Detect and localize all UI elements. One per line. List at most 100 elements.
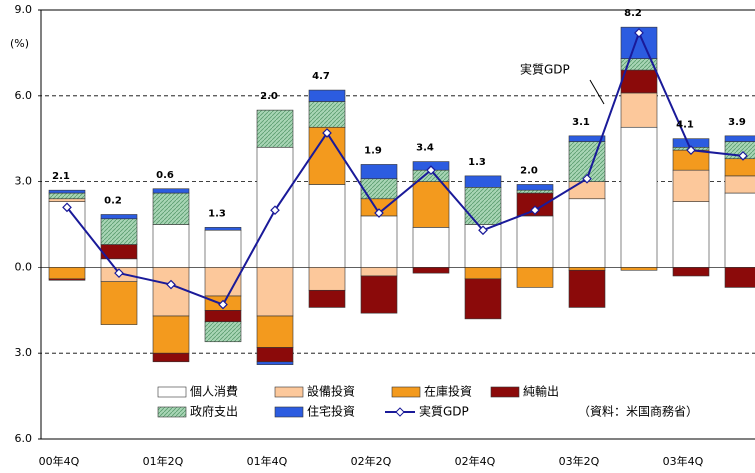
bar-segment: [152, 315, 190, 354]
bar-segment: [620, 126, 658, 268]
value-label: 3.1: [572, 117, 590, 128]
point: [270, 205, 280, 216]
bar-segment: [568, 269, 606, 308]
point: [374, 208, 384, 218]
point: [634, 28, 644, 38]
annotation: 実質GDP: [520, 62, 570, 77]
bar-segment: [152, 192, 190, 225]
value-label: 8.2: [624, 8, 642, 19]
legend-label: 住宅投資: [307, 404, 355, 419]
point: [582, 173, 592, 184]
bar-segment: [204, 227, 242, 231]
bar-segment: [464, 187, 502, 225]
y-tick-label: 6.0: [15, 432, 33, 445]
legend-label: 政府支出: [190, 404, 238, 419]
bar-segment: [724, 192, 755, 268]
value-label: 2.0: [260, 91, 278, 102]
bar-segment: [620, 69, 658, 94]
y-tick-label: 3.0: [15, 346, 33, 359]
bar-segment: [256, 267, 294, 317]
value-label: 2.1: [52, 171, 70, 182]
point: [62, 202, 72, 213]
bar-segment: [48, 278, 86, 281]
bar-segment: [360, 215, 398, 268]
x-tick-label: 00年4Q: [39, 454, 80, 468]
legend-point: [395, 407, 405, 417]
bar-segment: [464, 278, 502, 320]
value-label: 3.4: [416, 143, 434, 154]
bar-segment: [360, 178, 398, 200]
bar-segment: [204, 321, 242, 343]
y-tick-label: 6.0: [15, 89, 33, 102]
bar-segment: [724, 135, 755, 142]
value-label: 1.3: [468, 157, 486, 168]
bar-segment: [152, 267, 190, 317]
point: [218, 299, 228, 310]
bar-segment: [308, 267, 346, 291]
x-tick-label: 01年4Q: [247, 454, 288, 468]
point: [530, 205, 540, 216]
bar-segment: [256, 315, 294, 348]
bar-segment: [256, 347, 294, 363]
bar-segment: [568, 198, 606, 268]
legend-label: 実質GDP: [419, 404, 469, 419]
x-tick-label: 01年2Q: [143, 454, 184, 468]
bar-segment: [256, 361, 294, 365]
bar-segment: [100, 281, 138, 325]
bar-segment: [48, 192, 86, 200]
bar-segment: [568, 135, 606, 142]
bar-segment: [724, 175, 755, 194]
bar-segment: [360, 164, 398, 180]
bar-segment: [568, 267, 606, 271]
bar-segment: [48, 189, 86, 194]
bar-segment: [100, 214, 138, 220]
x-tick-label: 02年4Q: [455, 454, 496, 468]
y-tick-label: 9.0: [15, 3, 33, 16]
value-label: 1.9: [364, 145, 382, 156]
bar-segment: [568, 181, 606, 200]
source: （資料：米国商務省）: [578, 404, 698, 419]
bar-segment: [100, 258, 138, 268]
bar-segment: [620, 92, 658, 128]
bar-segment: [412, 181, 450, 228]
legend-swatch: [391, 386, 421, 398]
x-tick-label: 02年2Q: [351, 454, 392, 468]
bar-segment: [672, 267, 710, 277]
bar-segment: [152, 224, 190, 268]
legend-swatch: [157, 386, 187, 398]
annotation-leader: [589, 79, 605, 105]
y-unit-label: (%): [10, 37, 29, 50]
bar-segment: [724, 158, 755, 177]
bar-segment: [464, 267, 502, 280]
value-label: 3.9: [728, 117, 746, 128]
bar-segment: [204, 309, 242, 323]
value-label: 4.7: [312, 71, 330, 82]
bar-segment: [100, 218, 138, 245]
point: [322, 128, 332, 138]
bar-segment: [308, 89, 346, 102]
bar-segment: [152, 352, 190, 363]
legend-label: 在庫投資: [424, 384, 472, 399]
point: [686, 145, 696, 155]
value-label: 0.6: [156, 170, 174, 181]
x-tick-label: 03年2Q: [559, 454, 600, 468]
bar-segment: [620, 267, 658, 271]
bar-segment: [464, 175, 502, 188]
bar-segment: [412, 227, 450, 268]
bar-segment: [256, 109, 294, 148]
x-tick-label: 03年4Q: [663, 454, 704, 468]
legend-swatch: [274, 406, 304, 418]
bar-segment: [412, 267, 450, 274]
bar-segment: [308, 289, 346, 308]
legend-label: 設備投資: [307, 384, 355, 399]
point: [738, 151, 748, 161]
value-label: 1.3: [208, 208, 226, 219]
legend-swatch: [490, 386, 520, 398]
legend-label: 個人消費: [190, 384, 238, 399]
bar-segment: [308, 101, 346, 128]
y-tick-label: 3.0: [15, 175, 33, 188]
legend-label: 純輸出: [523, 384, 559, 399]
point: [166, 279, 176, 290]
bar-segment: [48, 198, 86, 202]
